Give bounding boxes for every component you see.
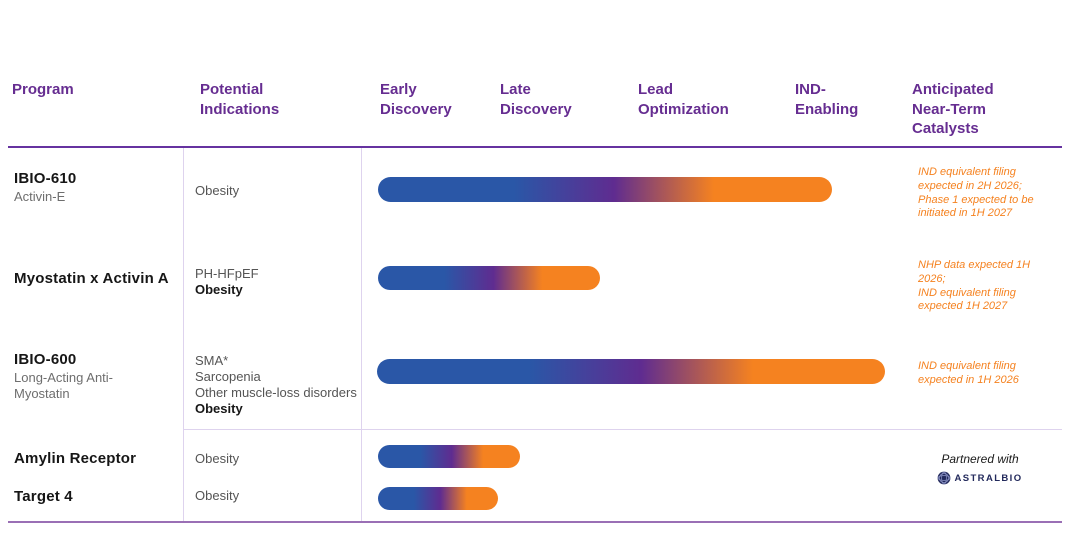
partner-block: Partnered with ASTRALBIO — [900, 452, 1060, 485]
program-name: IBIO-610 — [14, 170, 77, 187]
indication-bold: Obesity — [195, 281, 243, 297]
column-header-catalysts: Anticipated Near-Term Catalysts — [912, 81, 994, 137]
row-3-catalyst: IND equivalent filing expected in 1H 202… — [918, 360, 1019, 386]
column-header-potential-indications: Potential Indications — [200, 81, 280, 118]
row-5-program-cell: Target 4 — [14, 488, 184, 505]
pipeline-bar-ibio-600 — [377, 359, 885, 384]
column-header-ind-enabling: IND- Enabling — [795, 81, 859, 118]
indication-bold: Obesity — [195, 400, 243, 416]
program-name: IBIO-600 — [14, 351, 77, 368]
indications-list: SMA* Sarcopenia Other muscle-loss disord… — [195, 353, 357, 400]
pipeline-bar-amylin-receptor — [378, 445, 520, 468]
row-3-program-cell: IBIO-600 Long-Acting Anti- Myostatin — [14, 351, 184, 403]
bottom-rule — [8, 521, 1062, 523]
header-rule — [8, 146, 1062, 148]
pipeline-bar-target-4 — [378, 487, 498, 510]
row-2-catalyst: NHP data expected 1H 2026; IND equivalen… — [918, 259, 1031, 313]
indications-list: PH-HFpEF — [195, 266, 259, 281]
row-1-program-cell: IBIO-610 Activin-E — [14, 170, 184, 205]
partnered-with-label: Partnered with — [941, 452, 1019, 466]
program-subtitle: Activin-E — [14, 189, 66, 204]
column-divider-1 — [183, 148, 184, 521]
astralbio-logo-text: ASTRALBIO — [954, 472, 1023, 484]
column-divider-2 — [361, 148, 362, 521]
row-4-program-cell: Amylin Receptor — [14, 450, 184, 467]
program-name: Myostatin x Activin A — [14, 270, 169, 287]
pipeline-bar-ibio-610 — [378, 177, 832, 202]
row-4-indications: Obesity — [195, 451, 240, 466]
program-name: Target 4 — [14, 488, 73, 505]
program-name: Amylin Receptor — [14, 450, 137, 467]
column-header-program: Program — [12, 81, 74, 98]
program-subtitle: Long-Acting Anti- Myostatin — [14, 370, 114, 402]
column-header-early-discovery: Early Discovery — [380, 81, 452, 118]
row-2-indications: PH-HFpEF Obesity — [195, 266, 363, 298]
row-divider — [183, 429, 1062, 430]
row-3-indications: SMA* Sarcopenia Other muscle-loss disord… — [195, 353, 363, 416]
row-1-catalyst: IND equivalent filing expected in 2H 202… — [918, 166, 1034, 220]
row-1-indications: Obesity — [195, 183, 240, 198]
astralbio-globe-icon — [937, 471, 951, 485]
row-2-program-cell: Myostatin x Activin A — [14, 270, 194, 287]
astralbio-logo: ASTRALBIO — [900, 471, 1060, 485]
column-header-late-discovery: Late Discovery — [500, 81, 572, 118]
column-header-lead-optimization: Lead Optimization — [638, 81, 729, 118]
pipeline-bar-myostatin-activin-a — [378, 266, 600, 290]
row-5-indications: Obesity — [195, 488, 240, 503]
